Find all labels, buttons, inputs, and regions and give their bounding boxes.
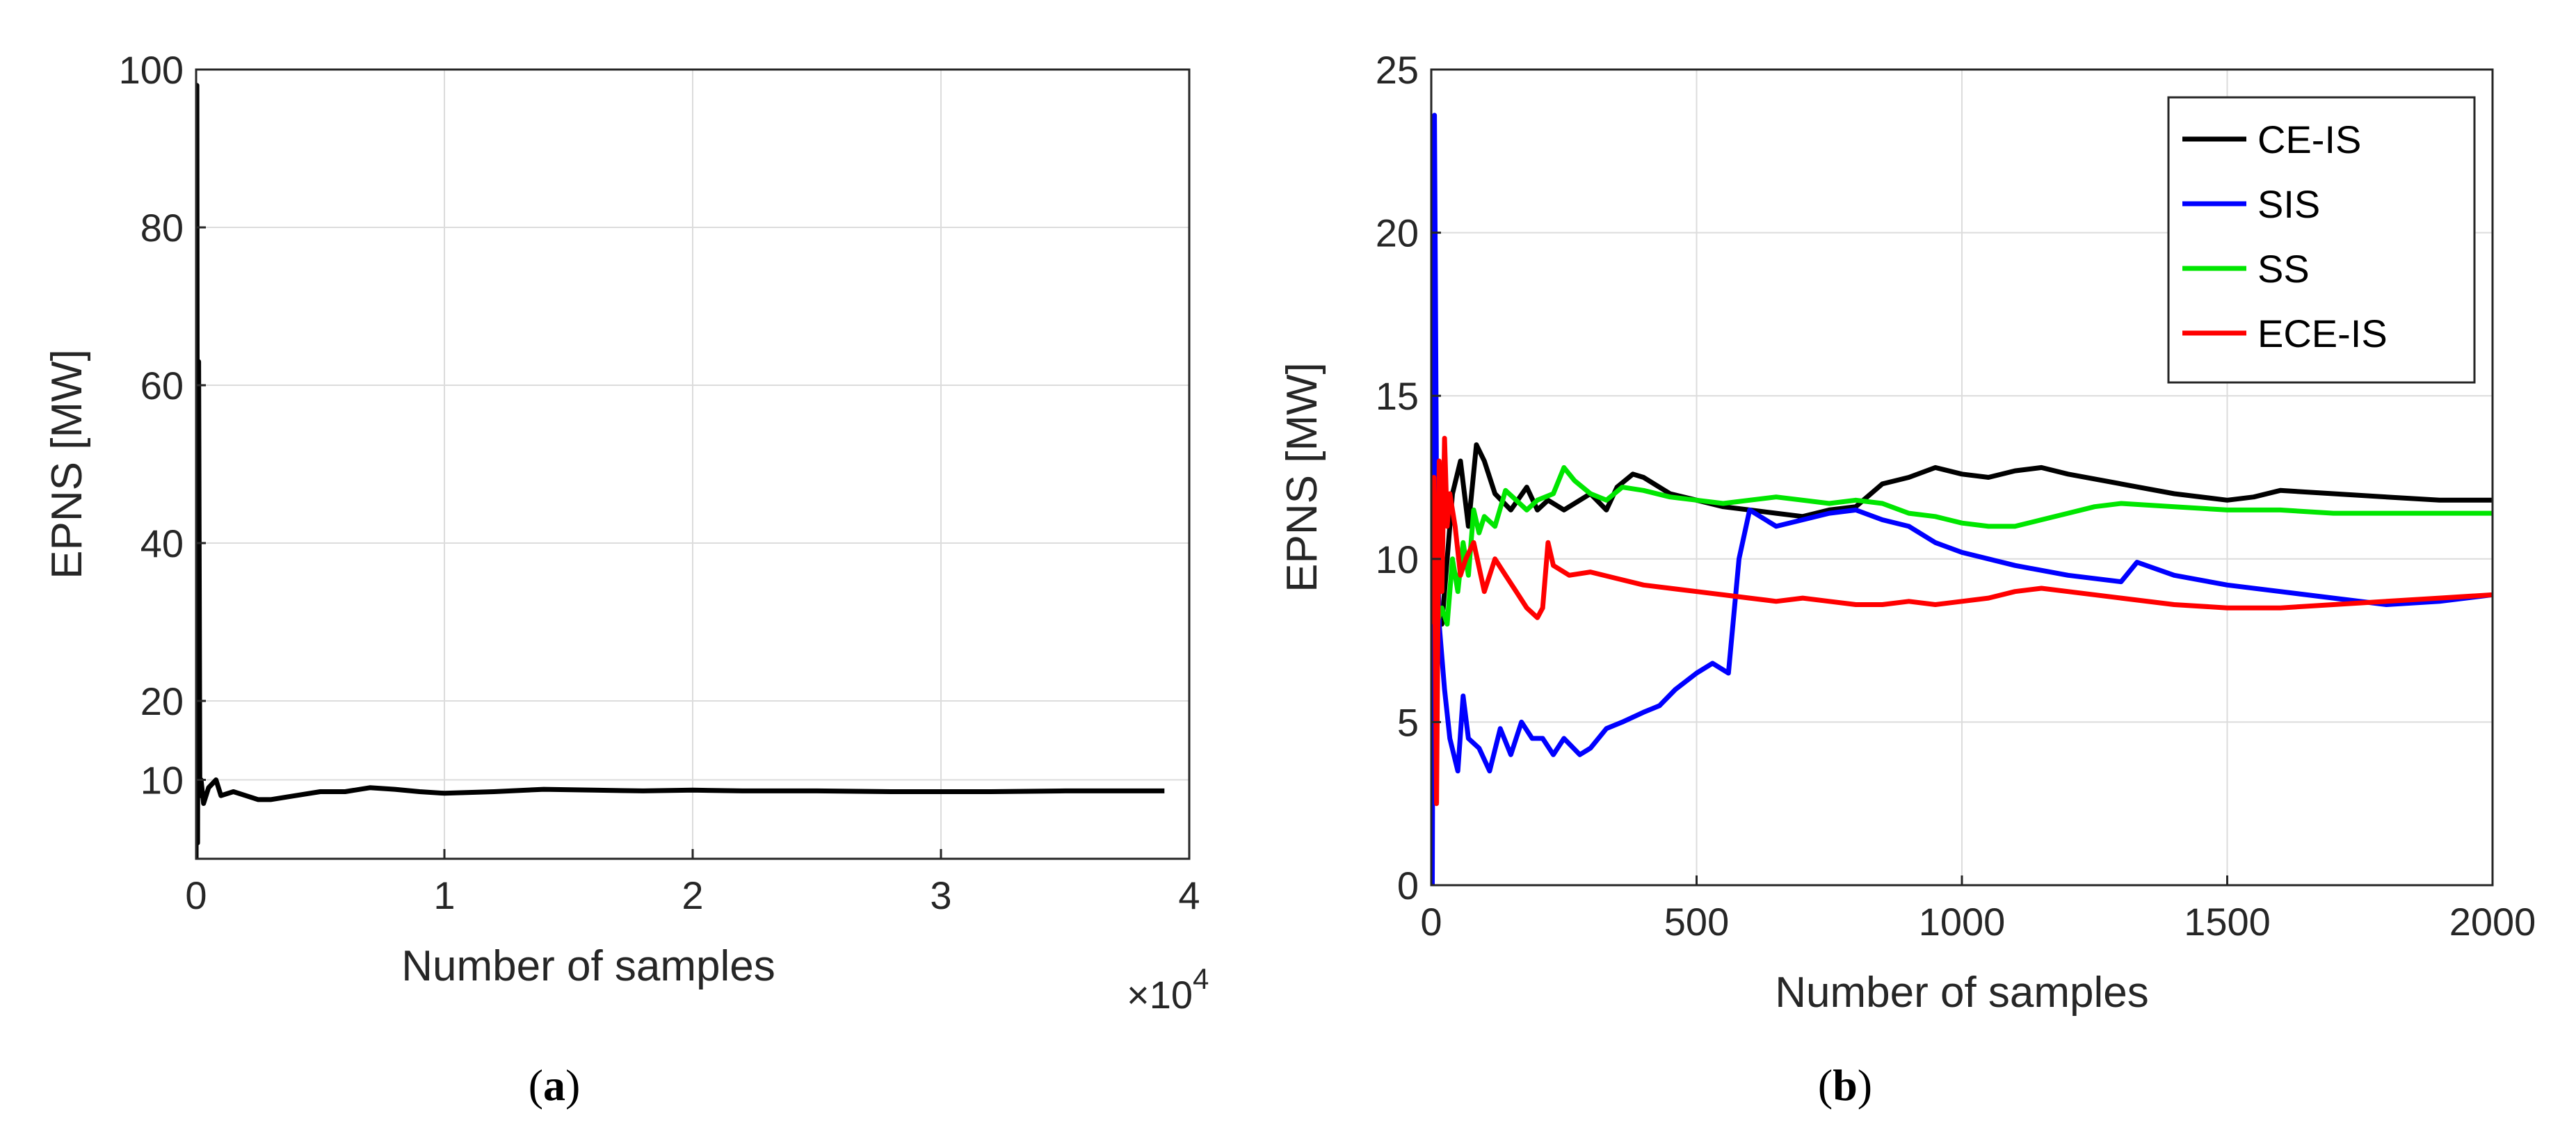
y-tick-label: 40 [140, 522, 184, 565]
series-line-ce-is [1431, 442, 2493, 627]
y-tick-label: 10 [140, 759, 184, 802]
y-tick-label: 0 [1397, 864, 1419, 907]
x-tick-label: 2000 [2449, 900, 2536, 944]
y-tick-label: 80 [140, 206, 184, 250]
x-tick-label: 0 [185, 873, 207, 917]
y-tick-label: 100 [119, 48, 184, 92]
x-tick-label: 4 [1178, 873, 1200, 917]
legend-label-ss: SS [2257, 247, 2310, 291]
chart-panel-b: 0 500 1000 1500 2000 0 5 10 15 20 25 Number of samp… [1278, 48, 2536, 1110]
x-tick-label: 1500 [2184, 900, 2271, 944]
x-tick-label: 1000 [1919, 900, 2006, 944]
x-multiplier-exponent: 4 [1193, 962, 1209, 995]
y-axis-label: EPNS [MW] [1278, 362, 1326, 592]
legend-label-ce-is: CE-IS [2257, 118, 2361, 161]
caption-open-paren: ( [1818, 1060, 1833, 1110]
series-line-ece-is [1431, 435, 2493, 807]
series-line-ss [1434, 465, 2493, 627]
x-tick-label: 1 [433, 873, 455, 917]
y-tick-label: 25 [1376, 48, 1419, 92]
x-multiplier: ×104 [1127, 962, 1209, 1017]
x-tick-label: 2 [682, 873, 703, 917]
y-tick-label: 20 [140, 679, 184, 723]
series-line-sis [1431, 113, 2493, 885]
x-axis-label: Number of samples [401, 942, 775, 990]
x-axis-label: Number of samples [1775, 969, 2149, 1017]
y-tick-label: 60 [140, 364, 184, 407]
x-tick-label: 0 [1420, 900, 1442, 944]
y-axis-label: EPNS [MW] [43, 349, 91, 579]
series-line-ece-is [196, 83, 1165, 859]
caption-letter: b [1833, 1060, 1858, 1110]
panel-caption: (b) [1818, 1060, 1872, 1110]
y-tick-label: 15 [1376, 374, 1419, 418]
x-tick-label: 3 [930, 873, 951, 917]
legend-label-sis: SIS [2257, 182, 2320, 226]
y-tick-label: 5 [1397, 700, 1419, 744]
caption-close-paren: ) [1858, 1060, 1872, 1110]
caption-open-paren: ( [529, 1060, 543, 1110]
caption-letter: a [543, 1060, 565, 1110]
chart-panel-a: 0 1 2 3 4 10 20 40 60 80 100 Number of samples EPNS … [43, 48, 1209, 1110]
y-tick-label: 10 [1376, 538, 1419, 581]
x-tick-label: 500 [1664, 900, 1729, 944]
caption-close-paren: ) [565, 1060, 580, 1110]
panel-caption: (a) [529, 1060, 581, 1110]
legend-label-ece-is: ECE-IS [2257, 312, 2388, 355]
y-tick-label: 20 [1376, 211, 1419, 255]
